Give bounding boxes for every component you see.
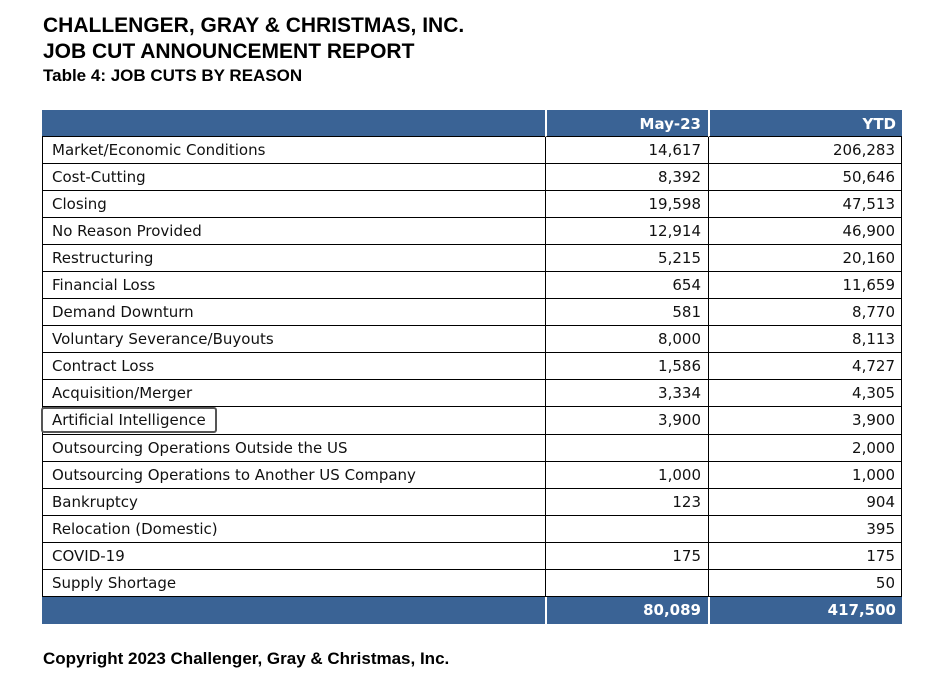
reason-cell: Outsourcing Operations to Another US Com…: [42, 461, 545, 489]
ytd-value-cell: 2,000: [708, 434, 902, 462]
month-value-cell: 654: [545, 272, 708, 300]
ytd-value-cell: 4,727: [708, 353, 902, 381]
ytd-value-cell: 50: [708, 569, 902, 597]
ytd-value-cell: 8,770: [708, 299, 902, 327]
table-row: Closing 19,598 47,513: [42, 191, 902, 219]
month-value-cell: 1,000: [545, 461, 708, 489]
month-value-cell: 12,914: [545, 218, 708, 246]
month-value-cell: 3,334: [545, 380, 708, 408]
ytd-value-cell: 8,113: [708, 326, 902, 354]
ytd-value-cell: 11,659: [708, 272, 902, 300]
copyright: Copyright 2023 Challenger, Gray & Christ…: [43, 649, 450, 668]
reason-cell: Financial Loss: [42, 272, 545, 300]
ytd-value-cell: 4,305: [708, 380, 902, 408]
table-row: Acquisition/Merger 3,334 4,305: [42, 380, 902, 408]
reason-cell: Outsourcing Operations Outside the US: [42, 434, 545, 462]
header-month: May-23: [545, 110, 708, 137]
table-row: No Reason Provided 12,914 46,900: [42, 218, 902, 246]
highlight-box: [41, 407, 217, 434]
total-ytd: 417,500: [708, 596, 902, 624]
reason-cell: Cost-Cutting: [42, 164, 545, 192]
job-cuts-table: May-23 YTD Market/Economic Conditions 14,…: [41, 110, 902, 624]
table-row: Restructuring 5,215 20,160: [42, 245, 902, 273]
month-value-cell: 14,617: [545, 137, 708, 165]
ytd-value-cell: 47,513: [708, 191, 902, 219]
ytd-value-cell: 46,900: [708, 218, 902, 246]
table-row: Relocation (Domestic) 395: [42, 515, 902, 543]
reason-cell: Demand Downturn: [42, 299, 545, 327]
table-row: Artificial Intelligence 3,900 3,900: [41, 407, 902, 435]
table-row: Outsourcing Operations to Another US Com…: [42, 461, 902, 489]
reason-cell: Voluntary Severance/Buyouts: [42, 326, 545, 354]
month-value-cell: 581: [545, 299, 708, 327]
month-value-cell: 175: [545, 542, 708, 570]
table-title: Table 4: JOB CUTS BY REASON: [43, 66, 303, 85]
ytd-value-cell: 50,646: [708, 164, 902, 192]
table-row: Supply Shortage 50: [42, 569, 902, 597]
total-label: [42, 596, 545, 624]
reason-cell: Contract Loss: [42, 353, 545, 381]
month-value-cell: 8,000: [545, 326, 708, 354]
table-row: Bankruptcy 123 904: [42, 488, 902, 516]
month-value-cell: [545, 434, 708, 462]
reason-cell: COVID-19: [42, 542, 545, 570]
report-company-title: CHALLENGER, GRAY & CHRISTMAS, INC.: [43, 14, 465, 37]
month-value-cell: 1,586: [545, 353, 708, 381]
month-value-cell: [545, 515, 708, 543]
month-value-cell: 3,900: [545, 407, 708, 435]
reason-cell: Closing: [42, 191, 545, 219]
table-header-row: May-23 YTD: [42, 110, 902, 137]
ytd-value-cell: 904: [708, 488, 902, 516]
reason-cell: Supply Shortage: [42, 569, 545, 597]
table-total-row: 80,089 417,500: [42, 596, 902, 624]
table-row: Cost-Cutting 8,392 50,646: [42, 164, 902, 192]
reason-cell: No Reason Provided: [42, 218, 545, 246]
month-value-cell: 19,598: [545, 191, 708, 219]
ytd-value-cell: 1,000: [708, 461, 902, 489]
reason-cell: Market/Economic Conditions: [42, 137, 545, 165]
total-month: 80,089: [545, 596, 708, 624]
table-row: Contract Loss 1,586 4,727: [42, 353, 902, 381]
table-row: Financial Loss 654 11,659: [42, 272, 902, 300]
table-row: Market/Economic Conditions 14,617 206,283: [42, 137, 902, 165]
header-reason: [42, 110, 545, 137]
ytd-value-cell: 3,900: [708, 407, 902, 435]
month-value-cell: 123: [545, 488, 708, 516]
table-row: COVID-19 175 175: [42, 542, 902, 570]
table-row: Demand Downturn 581 8,770: [42, 299, 902, 327]
reason-cell: Restructuring: [42, 245, 545, 273]
header-ytd: YTD: [708, 110, 902, 137]
table-row: Voluntary Severance/Buyouts 8,000 8,113: [42, 326, 902, 354]
reason-cell: Relocation (Domestic): [42, 515, 545, 543]
ytd-value-cell: 175: [708, 542, 902, 570]
month-value-cell: [545, 569, 708, 597]
month-value-cell: 5,215: [545, 245, 708, 273]
ytd-value-cell: 20,160: [708, 245, 902, 273]
month-value-cell: 8,392: [545, 164, 708, 192]
ytd-value-cell: 395: [708, 515, 902, 543]
report-title: JOB CUT ANNOUNCEMENT REPORT: [43, 40, 415, 63]
table-row: Outsourcing Operations Outside the US 2,0…: [42, 434, 902, 462]
reason-cell: Bankruptcy: [42, 488, 545, 516]
reason-cell: Acquisition/Merger: [42, 380, 545, 408]
reason-cell: Artificial Intelligence: [41, 407, 545, 435]
ytd-value-cell: 206,283: [708, 137, 902, 165]
